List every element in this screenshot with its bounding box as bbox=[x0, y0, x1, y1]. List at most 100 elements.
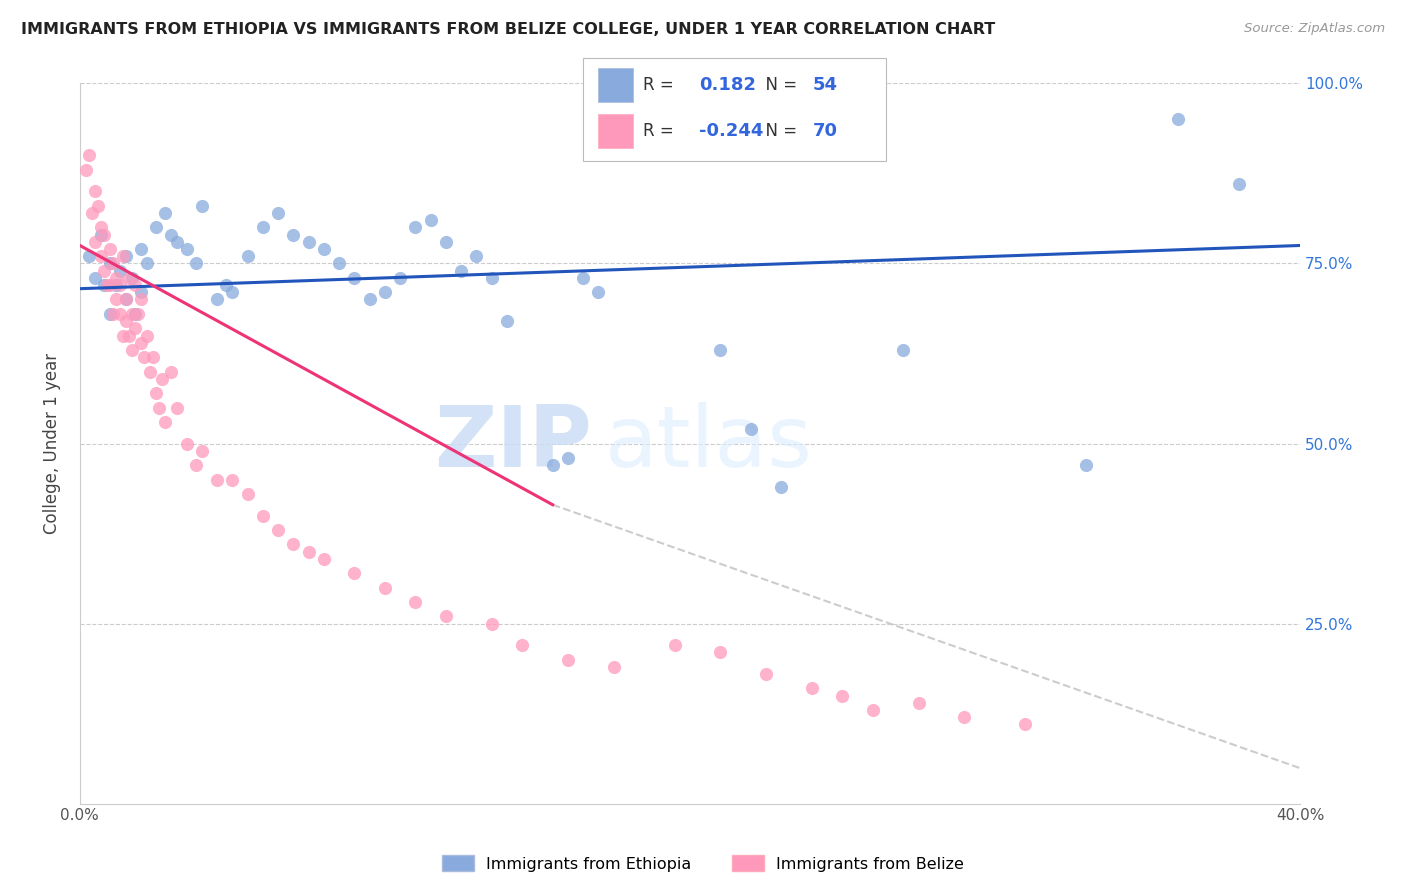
Point bbox=[312, 551, 335, 566]
Point bbox=[150, 372, 173, 386]
Point bbox=[510, 638, 533, 652]
Point bbox=[160, 227, 183, 242]
Point bbox=[298, 544, 321, 558]
Point bbox=[359, 293, 381, 307]
Point bbox=[148, 401, 170, 415]
Point bbox=[709, 343, 731, 357]
Point bbox=[108, 278, 131, 293]
Point bbox=[100, 242, 122, 256]
Point bbox=[93, 263, 115, 277]
Point bbox=[221, 285, 243, 300]
Point bbox=[481, 616, 503, 631]
Point bbox=[1014, 717, 1036, 731]
Point bbox=[145, 220, 167, 235]
Y-axis label: College, Under 1 year: College, Under 1 year bbox=[44, 353, 60, 534]
Text: IMMIGRANTS FROM ETHIOPIA VS IMMIGRANTS FROM BELIZE COLLEGE, UNDER 1 YEAR CORRELA: IMMIGRANTS FROM ETHIOPIA VS IMMIGRANTS F… bbox=[21, 22, 995, 37]
Point bbox=[118, 271, 141, 285]
Point bbox=[862, 703, 884, 717]
Point bbox=[419, 213, 441, 227]
Point bbox=[129, 293, 152, 307]
Text: -0.244: -0.244 bbox=[699, 122, 763, 140]
Point bbox=[90, 249, 112, 263]
Point bbox=[105, 293, 128, 307]
Point bbox=[136, 256, 159, 270]
Point bbox=[541, 458, 564, 472]
Text: atlas: atlas bbox=[605, 402, 813, 485]
Point bbox=[236, 249, 259, 263]
Point bbox=[557, 652, 579, 666]
Text: Source: ZipAtlas.com: Source: ZipAtlas.com bbox=[1244, 22, 1385, 36]
Point bbox=[740, 422, 762, 436]
Text: 70: 70 bbox=[813, 122, 838, 140]
Point bbox=[588, 285, 610, 300]
Point bbox=[100, 307, 122, 321]
Point bbox=[77, 148, 100, 162]
Point bbox=[267, 206, 290, 220]
Point bbox=[191, 199, 214, 213]
Point bbox=[374, 581, 396, 595]
Point bbox=[103, 256, 125, 270]
Point bbox=[283, 227, 305, 242]
Point bbox=[343, 271, 366, 285]
Point bbox=[121, 343, 143, 357]
Point bbox=[90, 227, 112, 242]
Point bbox=[114, 293, 136, 307]
Point bbox=[404, 595, 426, 609]
Point bbox=[252, 220, 274, 235]
Text: N =: N = bbox=[755, 76, 803, 94]
Point bbox=[205, 473, 228, 487]
Point bbox=[108, 263, 131, 277]
Point bbox=[800, 681, 823, 696]
Point bbox=[465, 249, 488, 263]
Text: R =: R = bbox=[643, 76, 679, 94]
Point bbox=[80, 206, 103, 220]
Point bbox=[664, 638, 686, 652]
Point bbox=[389, 271, 412, 285]
Point bbox=[132, 350, 155, 364]
Point bbox=[155, 415, 177, 429]
Point bbox=[184, 458, 207, 472]
Point bbox=[129, 242, 152, 256]
Point bbox=[93, 227, 115, 242]
Point bbox=[709, 645, 731, 659]
Point bbox=[155, 206, 177, 220]
Point bbox=[1167, 112, 1189, 127]
Point bbox=[907, 696, 929, 710]
Point bbox=[75, 162, 97, 177]
Point bbox=[283, 537, 305, 551]
Point bbox=[105, 271, 128, 285]
Point bbox=[129, 285, 152, 300]
Point bbox=[221, 473, 243, 487]
Point bbox=[129, 335, 152, 350]
Point bbox=[312, 242, 335, 256]
Point bbox=[127, 307, 149, 321]
Point bbox=[1227, 178, 1250, 192]
Point bbox=[139, 364, 162, 378]
Point bbox=[142, 350, 165, 364]
Point bbox=[121, 307, 143, 321]
Point bbox=[100, 278, 122, 293]
Point bbox=[953, 710, 976, 724]
Point bbox=[124, 321, 146, 335]
Point bbox=[184, 256, 207, 270]
Point bbox=[114, 249, 136, 263]
Point bbox=[374, 285, 396, 300]
Point bbox=[145, 386, 167, 401]
Point bbox=[111, 328, 134, 343]
Point bbox=[267, 523, 290, 537]
Point bbox=[298, 235, 321, 249]
Point bbox=[236, 487, 259, 501]
Text: 0.182: 0.182 bbox=[699, 76, 756, 94]
Point bbox=[166, 401, 188, 415]
Point bbox=[100, 256, 122, 270]
Point bbox=[166, 235, 188, 249]
Point bbox=[205, 293, 228, 307]
Point bbox=[114, 293, 136, 307]
Point bbox=[191, 443, 214, 458]
Point bbox=[450, 263, 472, 277]
Point bbox=[328, 256, 350, 270]
Point bbox=[404, 220, 426, 235]
Point bbox=[434, 609, 457, 624]
Point bbox=[84, 235, 107, 249]
Point bbox=[557, 450, 579, 465]
